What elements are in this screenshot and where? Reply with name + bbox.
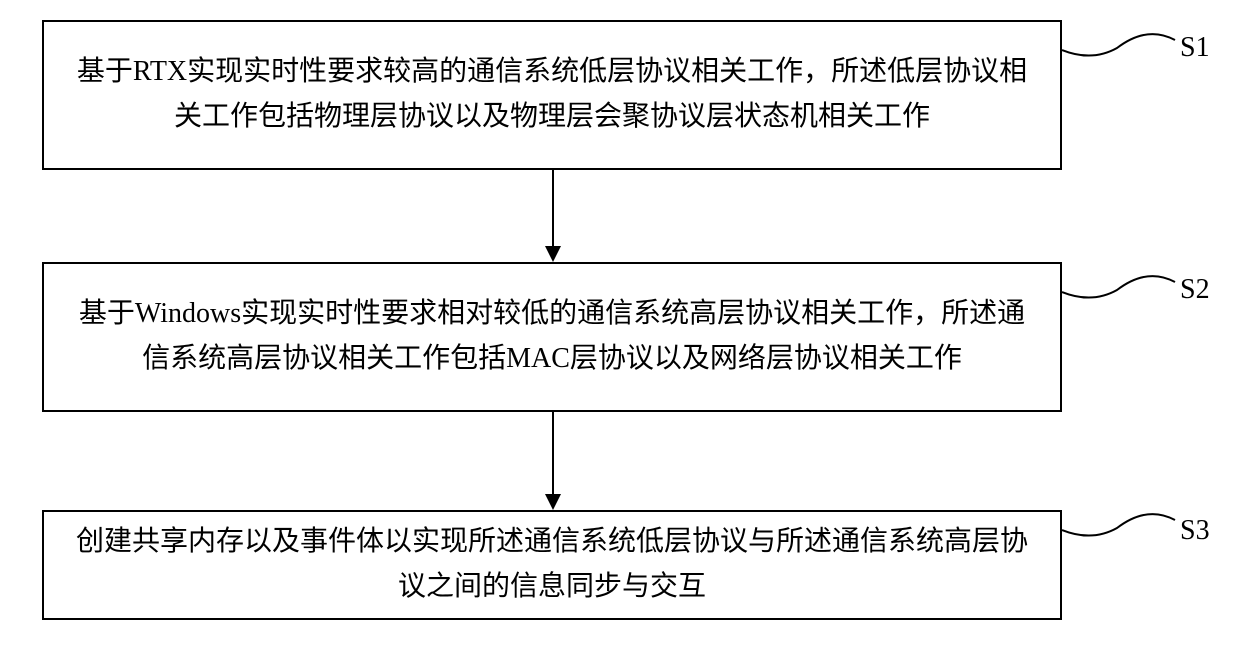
step-text-s1: 基于RTX实现实时性要求较高的通信系统低层协议相关工作，所述低层协议相关工作包括… (74, 50, 1030, 140)
arrow-head-2 (545, 494, 561, 510)
label-s3: S3 (1180, 515, 1210, 547)
step-box-s3: 创建共享内存以及事件体以实现所述通信系统低层协议与所述通信系统高层协议之间的信息… (42, 510, 1062, 620)
curve-s3 (1062, 500, 1182, 545)
step-box-s1: 基于RTX实现实时性要求较高的通信系统低层协议相关工作，所述低层协议相关工作包括… (42, 20, 1062, 170)
flowchart-container: 基于RTX实现实时性要求较高的通信系统低层协议相关工作，所述低层协议相关工作包括… (0, 0, 1239, 655)
arrow-head-1 (545, 246, 561, 262)
curve-s1 (1062, 20, 1182, 65)
label-s2: S2 (1180, 274, 1210, 306)
step-text-s3: 创建共享内存以及事件体以实现所述通信系统低层协议与所述通信系统高层协议之间的信息… (74, 520, 1030, 610)
label-s1: S1 (1180, 32, 1210, 64)
arrow-line-1 (552, 170, 554, 246)
curve-s2 (1062, 262, 1182, 307)
step-box-s2: 基于Windows实现实时性要求相对较低的通信系统高层协议相关工作，所述通信系统… (42, 262, 1062, 412)
arrow-line-2 (552, 412, 554, 494)
step-text-s2: 基于Windows实现实时性要求相对较低的通信系统高层协议相关工作，所述通信系统… (74, 292, 1030, 382)
